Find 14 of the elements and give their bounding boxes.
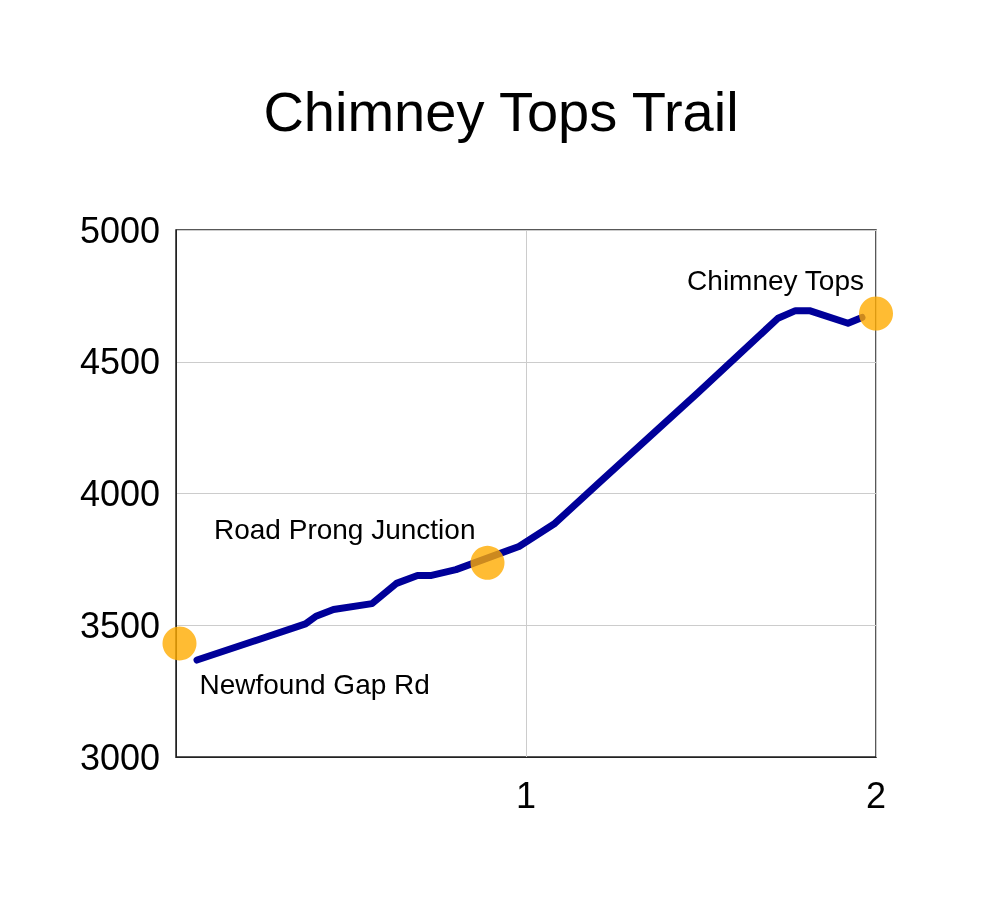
y-tick-label: 3500	[79, 604, 160, 646]
chart-title: Chimney Tops Trail	[263, 79, 739, 143]
y-tick-label: 4000	[79, 473, 160, 514]
point	[859, 296, 893, 331]
x-tick-label: 1	[515, 774, 537, 816]
point	[162, 626, 197, 661]
y-tick-label: 5000	[79, 209, 160, 251]
point	[470, 545, 505, 580]
annotation: Newfound Gap Rd	[199, 668, 430, 700]
x-tick-label: 2	[865, 774, 887, 816]
annotation: Chimney Tops	[687, 265, 864, 297]
y-tick-label: 4500	[79, 341, 160, 383]
annotation: Road Prong Junction	[213, 514, 476, 546]
y-tick-label: 3000	[79, 736, 160, 778]
